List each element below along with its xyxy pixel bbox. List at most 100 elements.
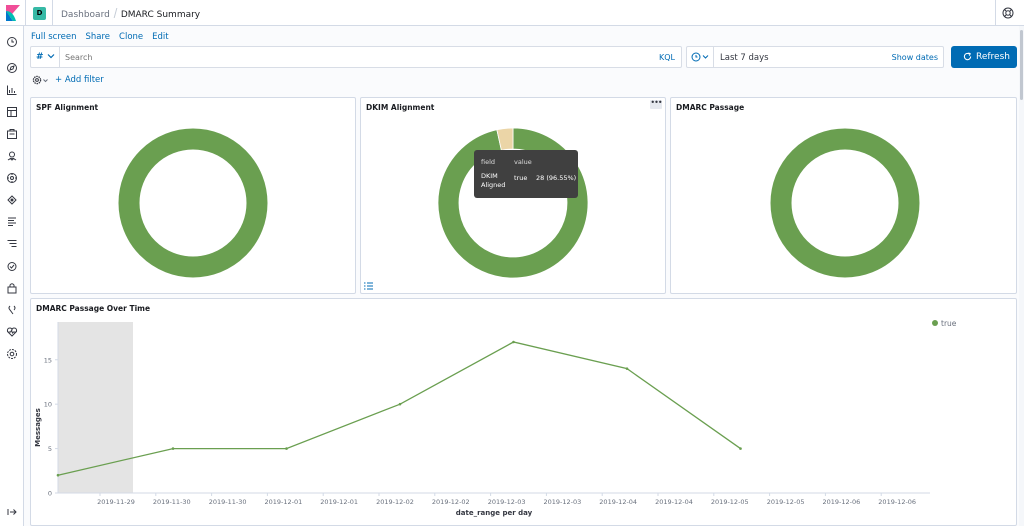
data-point-2019-11-30[interactable] — [171, 447, 175, 450]
apm-icon[interactable] — [6, 238, 18, 250]
data-point-2019-12-03[interactable] — [512, 340, 515, 344]
y-axis-title: Messages — [34, 408, 42, 447]
dev-tools-icon[interactable] — [6, 304, 18, 316]
panel-title: SPF Alignment — [36, 103, 99, 112]
x-tick-label: 2019-11-30 — [209, 498, 247, 506]
x-tick-label: 2019-12-03 — [544, 498, 582, 506]
chevron-down-icon — [47, 54, 55, 59]
edit-link[interactable]: Edit — [152, 32, 169, 42]
x-tick-label: 2019-12-05 — [767, 498, 805, 506]
dkim-slice-true[interactable] — [438, 128, 588, 278]
panel-options-button[interactable]: ••• — [650, 98, 663, 109]
full-screen-link[interactable]: Full screen — [31, 32, 77, 42]
search-input[interactable] — [65, 53, 625, 62]
dashboard-icon[interactable] — [6, 106, 18, 118]
kql-toggle[interactable]: KQL — [659, 53, 675, 62]
quick-select-button[interactable] — [687, 47, 714, 67]
breadcrumb-current: DMARC Summary — [120, 10, 201, 20]
y-tick-label: 10 — [44, 401, 52, 409]
data-point-2019-12-01[interactable] — [285, 447, 288, 450]
canvas-icon[interactable] — [6, 128, 18, 140]
data-point-2019-12-02[interactable] — [398, 402, 402, 406]
spf-alignment-panel: SPF Alignment — [30, 97, 356, 294]
legend-toggle-icon[interactable] — [364, 282, 373, 290]
tooltip-row-field: DKIM Aligned — [481, 172, 506, 189]
x-tick-label: 2019-11-30 — [153, 498, 191, 506]
tooltip-header-field: field — [481, 158, 496, 166]
tooltip-row-count: 28 (96.55%) — [536, 174, 577, 182]
x-axis-title: date_range per day — [456, 509, 533, 517]
uptime-icon[interactable] — [6, 260, 18, 272]
y-tick-label: 0 — [48, 490, 52, 498]
discover-icon[interactable] — [6, 62, 18, 74]
saved-query-symbol: # — [36, 52, 44, 62]
data-point-2019-12-04[interactable] — [625, 367, 629, 370]
header-divider — [995, 0, 996, 26]
date-picker: Last 7 days Show dates — [686, 46, 944, 68]
data-point-2019-12-05[interactable] — [739, 447, 742, 450]
legend-item-true[interactable]: true — [932, 319, 956, 328]
calendar-clock-icon — [691, 52, 709, 62]
dmarc-passage-panel: DMARC Passage — [670, 97, 1017, 294]
kibana-logo-icon[interactable] — [6, 5, 20, 21]
x-tick-label: 2019-12-06 — [823, 498, 861, 506]
breadcrumb-separator — [113, 8, 118, 18]
header-divider — [52, 0, 53, 26]
tooltip-row-value: true — [514, 174, 528, 182]
spf-donut-chart — [118, 128, 268, 278]
page-scrollbar[interactable] — [1019, 26, 1024, 526]
side-nav — [0, 26, 24, 526]
x-tick-label: 2019-11-29 — [97, 498, 135, 506]
scrollbar-thumb[interactable] — [1020, 30, 1023, 100]
y-tick-label: 5 — [48, 445, 52, 453]
legend-color-dot — [932, 320, 938, 326]
recently-viewed-icon[interactable] — [6, 36, 18, 48]
panel-title: DMARC Passage Over Time — [36, 304, 151, 313]
x-tick-label: 2019-12-01 — [265, 498, 303, 506]
panel-title: DMARC Passage — [676, 103, 745, 112]
management-icon[interactable] — [6, 348, 18, 360]
date-range-label[interactable]: Last 7 days — [720, 53, 769, 63]
refresh-label: Refresh — [976, 52, 1010, 62]
dmarc-passage-over-time-panel: DMARC Passage Over Time — [30, 298, 1017, 526]
dashboard-actions: Full screen Share Clone Edit — [31, 32, 178, 42]
series-line-true[interactable] — [57, 341, 741, 476]
x-tick-label: 2019-12-04 — [599, 498, 637, 506]
y-tick-label: 15 — [44, 356, 52, 364]
passage-true-slice[interactable] — [770, 128, 920, 278]
chart-tooltip: field value DKIM Aligned true 28 (96.55%… — [474, 150, 578, 198]
help-icon[interactable] — [1002, 7, 1014, 19]
saved-query-button[interactable]: # — [31, 47, 60, 67]
space-avatar[interactable]: D — [33, 7, 46, 20]
siem-icon[interactable] — [6, 282, 18, 294]
dkim-slices — [438, 128, 588, 278]
infrastructure-icon[interactable] — [6, 194, 18, 206]
refresh-icon — [963, 52, 972, 61]
add-filter-button[interactable]: + Add filter — [55, 75, 104, 85]
passage-donut-chart — [770, 128, 920, 278]
panel-title: DKIM Alignment — [366, 103, 435, 112]
breadcrumb: Dashboard DMARC Summary — [61, 8, 200, 20]
query-bar: # KQL — [30, 46, 682, 68]
clone-link[interactable]: Clone — [119, 32, 144, 42]
visualize-icon[interactable] — [6, 84, 18, 96]
machine-learning-icon[interactable] — [6, 172, 18, 184]
stack-monitoring-icon[interactable] — [6, 326, 18, 338]
share-link[interactable]: Share — [85, 32, 111, 42]
filter-settings-icon[interactable] — [32, 75, 42, 85]
top-header: D Dashboard DMARC Summary — [0, 0, 1024, 26]
maps-icon[interactable] — [6, 150, 18, 162]
tooltip-header-value: value — [514, 158, 532, 166]
header-divider — [25, 0, 26, 26]
x-tick-label: 2019-12-04 — [655, 498, 693, 506]
collapse-nav-icon[interactable] — [6, 506, 18, 518]
refresh-button[interactable]: Refresh — [951, 46, 1017, 68]
x-tick-label: 2019-12-02 — [432, 498, 470, 506]
show-dates-button[interactable]: Show dates — [891, 53, 938, 62]
logs-icon[interactable] — [6, 216, 18, 228]
spf-true-slice[interactable] — [118, 128, 268, 278]
data-point-2019-11-29[interactable] — [56, 473, 60, 477]
x-tick-label: 2019-12-02 — [376, 498, 414, 506]
breadcrumb-dashboard[interactable]: Dashboard — [61, 10, 110, 20]
chevron-down-icon[interactable] — [43, 78, 48, 83]
